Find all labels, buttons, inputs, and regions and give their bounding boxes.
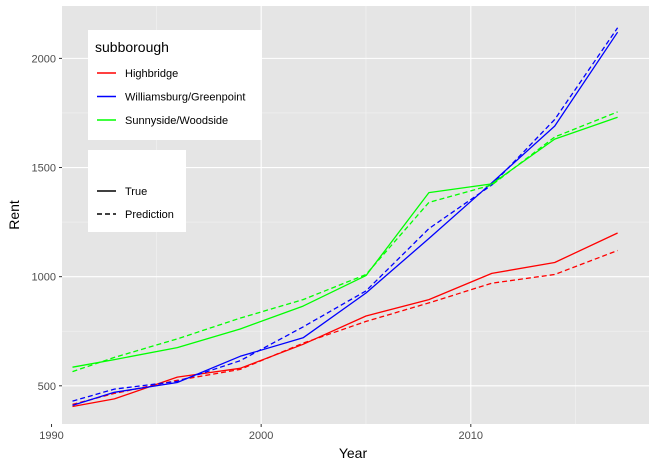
legend-subborough: subborough Highbridge Williamsburg/Greenp… [88, 30, 262, 140]
legend-label-prediction: Prediction [125, 209, 174, 221]
series-line-williamsburg-greenpoint-true [72, 31, 619, 407]
y-tick-label: 2000 [32, 53, 56, 65]
y-tick-label: 500 [38, 381, 56, 393]
series-line-williamsburg-greenpoint-prediction [72, 27, 619, 402]
legend-subborough-background [88, 30, 262, 140]
y-axis-title: Rent [6, 200, 22, 230]
legend-label-williamsburg-greenpoint: Williamsburg/Greenpoint [125, 92, 245, 104]
x-tick-label: 2010 [459, 430, 483, 442]
legend-label-sunnyside-woodside: Sunnyside/Woodside [125, 115, 228, 127]
x-tick-label: 2000 [249, 430, 273, 442]
x-tick-label: 1990 [39, 430, 63, 442]
x-axis: 1990 2000 2010 [39, 424, 483, 442]
legend-label-highbridge: Highbridge [125, 68, 178, 80]
series-line-sunnyside-woodside-prediction [72, 111, 618, 373]
y-axis: 500 1000 1500 2000 [32, 53, 62, 393]
series-line-sunnyside-woodside-true [72, 116, 618, 368]
series-lines [72, 27, 619, 408]
x-axis-title: Year [339, 445, 368, 461]
legend-linetype: True Prediction [88, 150, 186, 232]
y-tick-label: 1000 [32, 272, 56, 284]
legend-label-true: True [125, 186, 147, 198]
y-tick-label: 1500 [32, 163, 56, 175]
legend-subborough-title: subborough [95, 39, 169, 55]
